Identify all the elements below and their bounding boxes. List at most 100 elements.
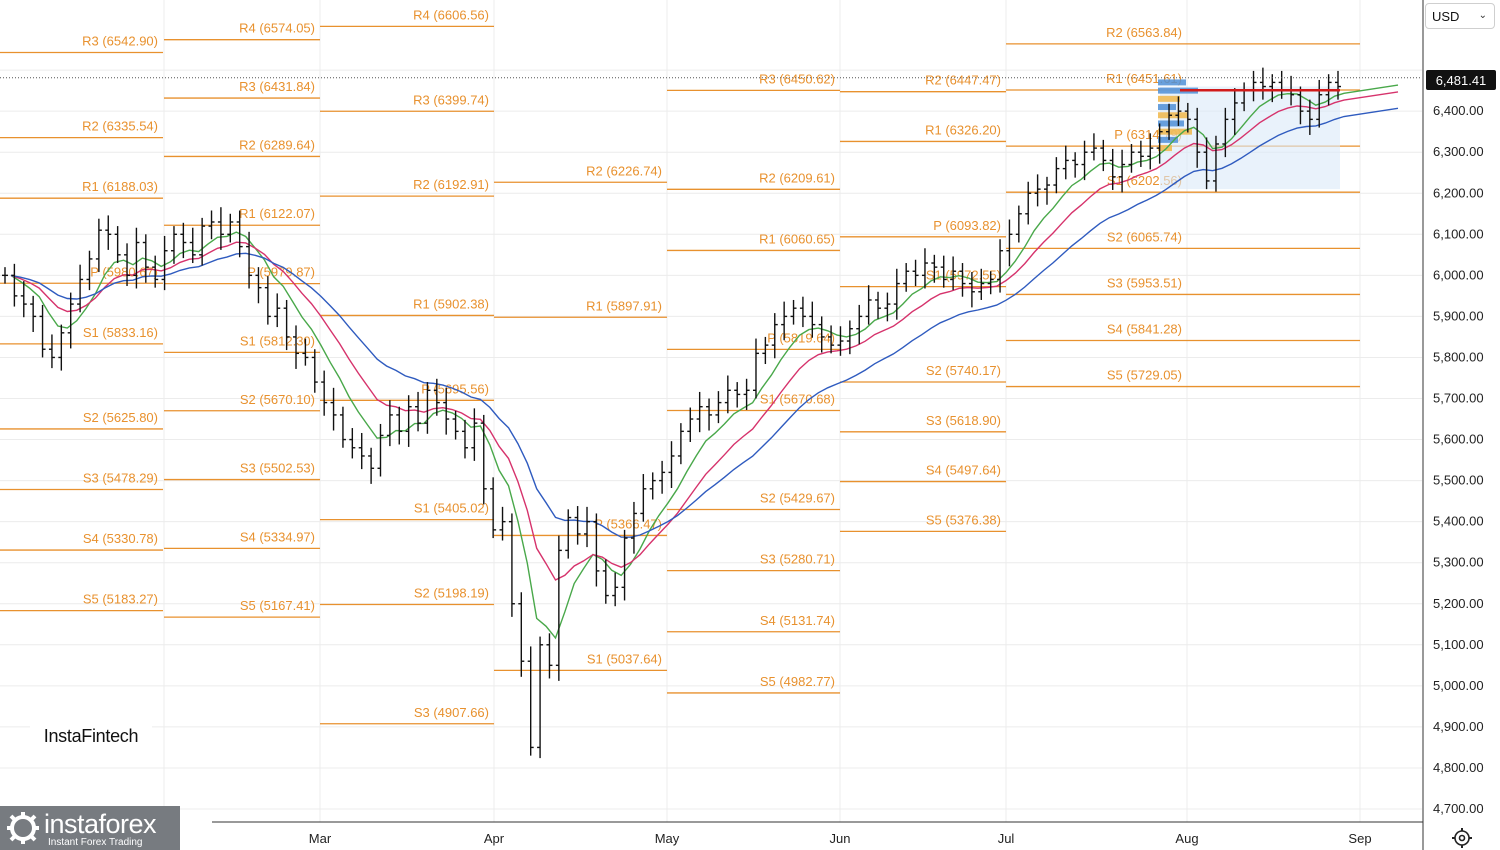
pivot-label: S2 (5625.80) [83,410,158,425]
settings-gear-icon[interactable] [1450,827,1474,849]
pivot-label: R4 (6574.05) [239,21,315,36]
month-tick-label: May [655,831,680,846]
volume-bar [1158,120,1184,127]
pivot-label: S5 (5167.41) [240,598,315,613]
pivot-label: R1 (6122.07) [239,206,315,221]
pivot-label: S3 (4907.66) [414,705,489,720]
pivot-label: R1 (6060.65) [759,231,835,246]
pivot-label: R2 (6192.91) [413,177,489,192]
horizontal-gridlines [0,69,1422,810]
pivot-label: S2 (5670.10) [240,392,315,407]
pivot-label: S4 (5841.28) [1107,322,1182,337]
pivot-label: S2 (5740.17) [926,363,1001,378]
pivot-label: S4 (5497.64) [926,463,1001,478]
ohlc-bars [2,67,1341,759]
pivot-label: S1 (5972.55) [926,268,1001,283]
price-tick-label: 5,800.00 [1433,349,1484,364]
pivot-label: S2 (5198.19) [414,585,489,600]
pivot-label: S1 (5833.16) [83,325,158,340]
pivot-label: P (6093.82) [933,218,1001,233]
price-tick-label: 6,400.00 [1433,103,1484,118]
value-area [1160,86,1340,190]
currency-dropdown[interactable]: USD ⌄ [1425,3,1495,29]
pivot-label: S3 (5953.51) [1107,275,1182,290]
month-tick-label: Sep [1348,831,1371,846]
pivot-label: R2 (6289.64) [239,137,315,152]
price-tick-label: 4,800.00 [1433,760,1484,775]
pivot-label: R3 (6450.62) [759,71,835,86]
ma-slow-line [10,107,1399,538]
price-tick-label: 5,500.00 [1433,473,1484,488]
pivot-label: S1 (5405.02) [414,501,489,516]
pivot-label: S4 (5334.97) [240,529,315,544]
price-tick-label: 6,200.00 [1433,185,1484,200]
volume-bar [1158,136,1178,143]
last-price-badge: 6,481.41 [1426,70,1496,90]
pivot-label: S2 (5429.67) [760,490,835,505]
month-tick-label: Jul [998,831,1015,846]
pivot-label: S1 (5037.64) [587,651,662,666]
pivot-label: S4 (5330.78) [83,531,158,546]
watermark-tagline: Instant Forex Trading [48,837,143,848]
pivot-label: R2 (6226.74) [586,163,662,178]
pivot-label: R3 (6399.74) [413,92,489,107]
chart-logo: InstaFintech [30,705,152,767]
pivot-label: S5 (5376.38) [926,512,1001,527]
pivot-label: P (5980.67) [90,264,158,279]
vertical-gridlines [163,0,1361,822]
pivot-label: S5 (4982.77) [760,674,835,689]
pivot-label: S1 (5812.30) [240,333,315,348]
chart-logo-text: InstaFintech [43,725,139,746]
volume-bar [1158,145,1172,152]
pivot-label: R2 (6563.84) [1106,25,1182,40]
price-tick-label: 6,000.00 [1433,267,1484,282]
watermark: instaforex Instant Forex Trading [0,806,180,850]
time-axis[interactable]: FebMarAprMayJunJulAugSep [153,831,1372,846]
price-tick-label: 5,400.00 [1433,514,1484,529]
price-tick-label: 4,900.00 [1433,719,1484,734]
price-tick-label: 5,700.00 [1433,391,1484,406]
volume-bar [1158,112,1188,119]
pivot-label: S3 (5618.90) [926,413,1001,428]
price-tick-label: 6,300.00 [1433,144,1484,159]
price-tick-label: 5,600.00 [1433,432,1484,447]
volume-bar [1158,79,1186,86]
pivot-label: P (5819.64) [767,330,835,345]
volume-bar [1158,128,1192,135]
volume-bar [1158,104,1176,111]
month-tick-label: Aug [1175,831,1198,846]
pivot-label: S3 (5478.29) [83,471,158,486]
price-tick-label: 4,700.00 [1433,801,1484,816]
watermark-brand: instaforex [44,809,157,839]
month-tick-label: Apr [484,831,505,846]
price-tick-label: 6,100.00 [1433,226,1484,241]
instaforex-logo-icon [7,812,39,844]
pivot-label: S1 (5670.68) [760,392,835,407]
pivot-label: S2 (6065.74) [1107,229,1182,244]
pivot-label: S5 (5729.05) [1107,368,1182,383]
pivot-label: S3 (5280.71) [760,552,835,567]
pivot-label: R1 (6188.03) [82,179,158,194]
volume-bar [1158,95,1180,102]
moving-averages [10,84,1399,640]
pivot-label: R2 (6209.61) [759,170,835,185]
pivot-label: S5 (5183.27) [83,592,158,607]
pivot-label: R1 (6326.20) [925,122,1001,137]
pivot-label: P (5366.47) [594,516,662,531]
chevron-down-icon: ⌄ [1478,10,1487,21]
price-axis[interactable]: 4,700.00 4,800.00 4,900.00 5,000.00 5,100.00… [1433,103,1484,816]
price-tick-label: 5,100.00 [1433,637,1484,652]
volume-bar [1158,87,1198,94]
pivot-label: R4 (6606.56) [413,7,489,22]
price-tick-label: 5,200.00 [1433,596,1484,611]
pivot-label: R1 (5902.38) [413,296,489,311]
price-tick-label: 5,900.00 [1433,308,1484,323]
volume-profile [1158,79,1340,190]
pivot-label: R2 (6447.47) [925,73,1001,88]
pivot-label: R1 (5897.91) [586,298,662,313]
pivot-levels: R3 (6542.90) R2 (6335.54) R1 (6188.03) P (5… [0,7,1360,725]
pivot-label: R2 (6335.54) [82,119,158,134]
pivot-label: R3 (6542.90) [82,33,158,48]
price-tick-label: 5,300.00 [1433,555,1484,570]
